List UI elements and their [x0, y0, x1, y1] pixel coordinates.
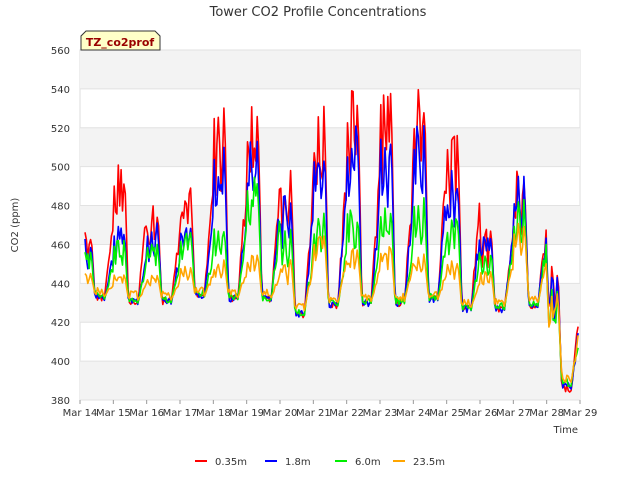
- x-tick-label: Mar 14: [63, 408, 98, 419]
- legend-label: 23.5m: [413, 457, 445, 468]
- series-line-23.5m: [84, 222, 579, 383]
- y-tick-label: 440: [51, 279, 70, 290]
- x-tick-label: Mar 15: [96, 408, 131, 419]
- y-tick-label: 400: [51, 357, 70, 368]
- plot-bands: [80, 50, 580, 400]
- y-axis-label: CO2 (ppm): [10, 198, 21, 253]
- legend: 0.35m 1.8m 6.0m 23.5m: [195, 457, 445, 468]
- x-tick-label: Mar 19: [229, 408, 264, 419]
- badge-box: [80, 30, 161, 51]
- plot-band: [80, 127, 580, 167]
- x-tick-label: Mar 28: [529, 408, 564, 419]
- badge-label: TZ_co2prof: [86, 36, 155, 49]
- plot-area: [79, 49, 581, 401]
- series-lines: [84, 88, 579, 393]
- y-tick-label: 460: [51, 240, 70, 251]
- x-tick-label: Mar 26: [463, 408, 498, 419]
- y-tick-label: 420: [51, 318, 70, 329]
- legend-label: 0.35m: [215, 457, 247, 468]
- x-tick-label: Mar 21: [296, 408, 331, 419]
- series-line-6.0m: [84, 176, 579, 387]
- legend-label: 6.0m: [355, 457, 381, 468]
- x-axis-label: Time: [553, 425, 578, 436]
- y-tick-label: 480: [51, 202, 70, 213]
- x-tick-label: Mar 16: [129, 408, 164, 419]
- y-tick-label: 380: [51, 396, 70, 407]
- y-tick-label: 540: [51, 85, 70, 96]
- chart-title: Tower CO2 Profile Concentrations: [209, 5, 427, 20]
- legend-label: 1.8m: [285, 457, 311, 468]
- station-badge: TZ_co2prof: [80, 30, 161, 51]
- x-tick-label: Mar 27: [496, 408, 531, 419]
- y-axis-ticks: 380 400 420 440 460 480 500 520 540 560: [51, 46, 70, 407]
- x-tick-label: Mar 20: [263, 408, 298, 419]
- y-tick-label: 560: [51, 46, 70, 57]
- x-tick-label: Mar 23: [363, 408, 398, 419]
- x-tick-label: Mar 18: [196, 408, 231, 419]
- plot-band: [80, 205, 580, 245]
- plot-band: [80, 361, 580, 400]
- x-tick-label: Mar 24: [396, 408, 431, 419]
- x-tick-label: Mar 25: [429, 408, 464, 419]
- y-tick-label: 500: [51, 163, 70, 174]
- plot-band: [80, 50, 580, 89]
- x-tick-label: Mar 17: [163, 408, 198, 419]
- gridlines: [80, 49, 580, 401]
- x-tick-label: Mar 22: [329, 408, 364, 419]
- x-tick-label: Mar 29: [563, 408, 598, 419]
- y-tick-label: 520: [51, 124, 70, 135]
